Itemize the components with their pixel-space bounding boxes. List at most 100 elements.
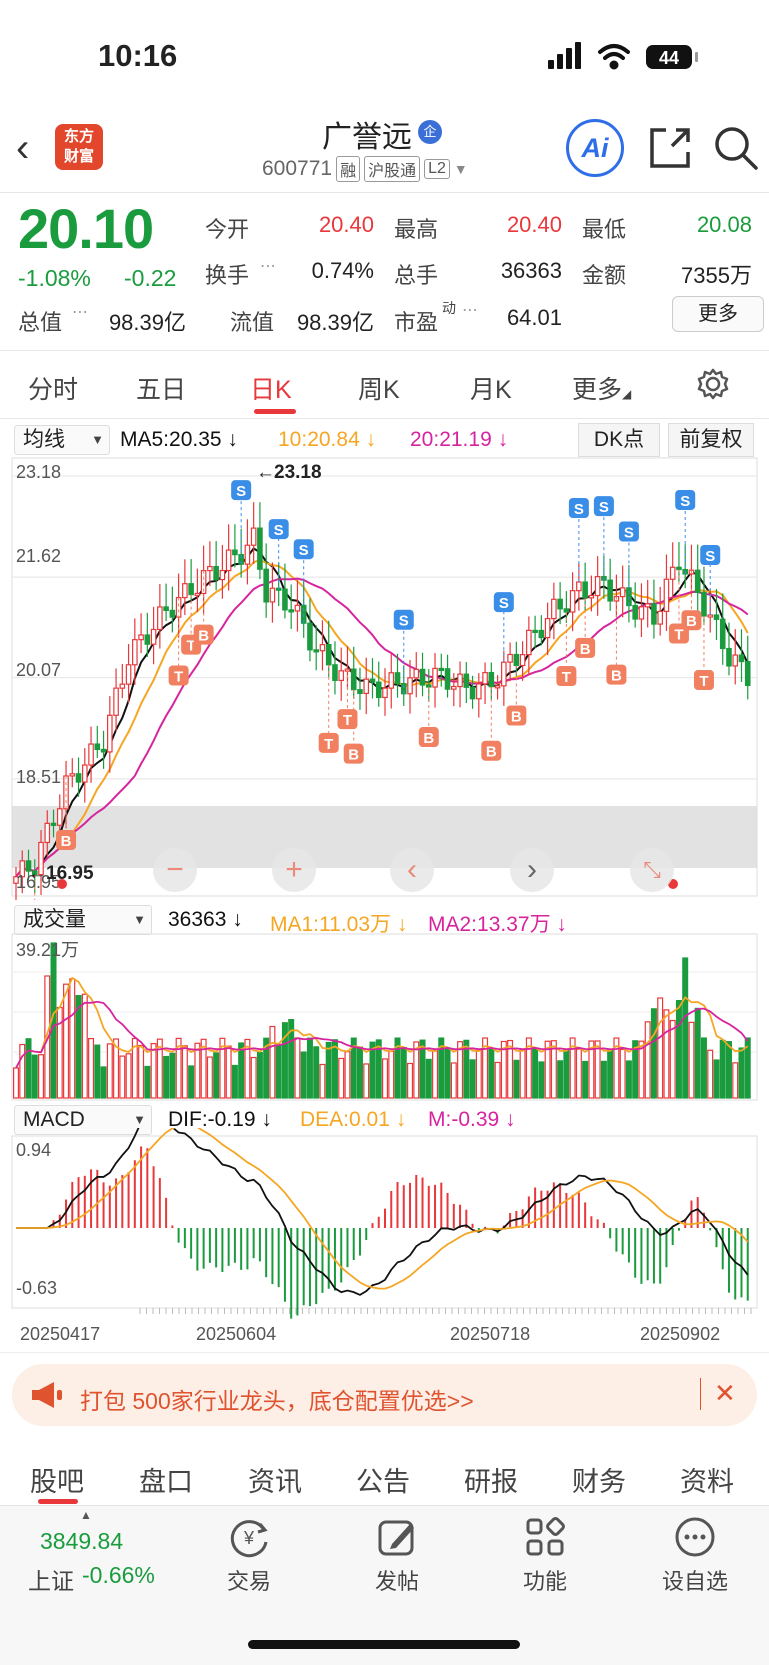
- caret-icon: ◢: [622, 387, 632, 401]
- candle-body: [88, 743, 94, 766]
- watchlist-label[interactable]: 设自选: [661, 1569, 728, 1594]
- indicator-select-macd[interactable]: MACD ▼: [14, 1105, 152, 1135]
- volume-bar: [156, 1038, 163, 1099]
- zoom-out-button[interactable]: −: [153, 848, 197, 892]
- kline-chart[interactable]: BBTTBSSSTTBSBBSBTSBSBSTSBTS 23.18 21.62 …: [0, 456, 769, 900]
- fullscreen-button[interactable]: ⤡: [630, 848, 674, 892]
- candle-body: [388, 672, 395, 689]
- more-quote-button[interactable]: 更多: [672, 296, 764, 332]
- scroll-right-button[interactable]: ›: [510, 848, 554, 892]
- candle-body: [676, 566, 682, 571]
- signal-badge: [418, 727, 439, 748]
- post-icon[interactable]: [374, 1514, 420, 1560]
- signal-badge: [337, 709, 358, 730]
- candle-body: [269, 587, 276, 603]
- volume-bar: [194, 1042, 201, 1099]
- signal-badge: [556, 666, 577, 687]
- adjust-button[interactable]: 前复权: [668, 423, 754, 457]
- stock-code-row[interactable]: 600771 融 沪股通 L2 ▼: [262, 156, 468, 182]
- signal-label: S: [680, 493, 690, 510]
- trade-label[interactable]: 交易: [226, 1569, 271, 1594]
- volume-bar: [682, 957, 689, 1099]
- candle-body: [576, 581, 582, 592]
- info-icon[interactable]: ⋯: [462, 302, 478, 319]
- signal-label: S: [499, 595, 509, 612]
- scroll-left-button[interactable]: ‹: [390, 848, 434, 892]
- candle-body: [25, 860, 32, 872]
- tab-news[interactable]: 资讯: [248, 1467, 302, 1497]
- candle-body: [413, 668, 420, 679]
- tab-monthly-k[interactable]: 月K: [470, 376, 512, 404]
- volume-bar: [719, 1039, 726, 1099]
- apps-icon[interactable]: [522, 1514, 568, 1560]
- turnover-label: 换手: [205, 263, 250, 288]
- candle-body: [31, 870, 38, 876]
- apps-label[interactable]: 功能: [522, 1569, 567, 1594]
- volume-bar: [538, 1061, 545, 1099]
- ma5-value: MA5:20.35 ↓: [120, 428, 238, 451]
- candle-body: [663, 578, 670, 612]
- signal-label: T: [343, 712, 352, 729]
- tab-finance[interactable]: 财务: [572, 1467, 626, 1497]
- back-button[interactable]: ‹: [16, 126, 29, 171]
- close-icon[interactable]: ✕: [714, 1378, 736, 1408]
- macd-chart[interactable]: 0.94 -0.63 20250417 20250604 20250718 20…: [0, 1128, 769, 1354]
- dk-point-button[interactable]: DK点: [578, 423, 660, 457]
- tab-more[interactable]: 更多◢: [572, 370, 631, 406]
- tab-daily-k[interactable]: 日K: [250, 376, 292, 404]
- index-value[interactable]: 3849.84: [40, 1528, 124, 1554]
- candle-body: [244, 544, 251, 565]
- tab-intraday[interactable]: 分时: [28, 376, 79, 404]
- candle-body: [113, 687, 119, 716]
- tab-research[interactable]: 研报: [464, 1467, 518, 1497]
- share-icon[interactable]: [646, 124, 694, 172]
- search-icon[interactable]: [712, 124, 760, 172]
- ai-assistant-button[interactable]: Ai: [566, 119, 624, 177]
- y-tick-3: 20.07: [16, 660, 61, 680]
- promo-banner[interactable]: [12, 1364, 757, 1426]
- volume-bar: [482, 1037, 489, 1099]
- zoom-in-button[interactable]: +: [272, 848, 316, 892]
- trade-icon[interactable]: ¥: [226, 1514, 272, 1560]
- volume-bar: [169, 1052, 176, 1099]
- signal-badge: [618, 521, 639, 542]
- macd-tick-max: 0.94: [16, 1140, 51, 1160]
- signal-label: B: [348, 747, 359, 764]
- tab-order-book[interactable]: 盘口: [139, 1467, 193, 1497]
- dea-value: DEA:0.01 ↓: [300, 1108, 407, 1131]
- post-label[interactable]: 发帖: [374, 1569, 419, 1594]
- candle-body: [263, 568, 269, 603]
- info-icon[interactable]: ⋯: [260, 258, 276, 275]
- volume-bar: [63, 983, 70, 1099]
- tab-weekly-k[interactable]: 周K: [358, 376, 400, 404]
- tab-profile[interactable]: 资料: [680, 1467, 734, 1497]
- date-label-2: 20250604: [196, 1324, 276, 1344]
- indicator-select-volume[interactable]: 成交量 ▼: [14, 905, 152, 935]
- info-icon[interactable]: ⋯: [72, 304, 88, 321]
- volume-bar: [738, 1047, 745, 1099]
- volume-bar: [231, 1064, 238, 1099]
- kline-frame: [11, 457, 758, 897]
- tab-forum[interactable]: 股吧: [30, 1467, 84, 1497]
- candle-body: [719, 618, 726, 650]
- signal-label: B: [423, 730, 434, 747]
- expand-icon: ⤡: [643, 857, 661, 882]
- volume-bar: [350, 1037, 357, 1099]
- candle-body: [288, 609, 294, 613]
- tab-five-day[interactable]: 五日: [136, 376, 187, 404]
- candle-body: [469, 686, 476, 700]
- volume-label: 总手: [394, 263, 439, 288]
- candle-body: [476, 683, 482, 700]
- candle-body: [294, 604, 301, 612]
- megaphone-icon: [32, 1382, 62, 1408]
- banner-text[interactable]: 打包 500家行业龙头，底仓配置优选>>: [80, 1388, 474, 1414]
- candle-body: [369, 678, 376, 683]
- volume-chart[interactable]: 39.21万: [0, 932, 769, 1102]
- more-dots-icon[interactable]: [672, 1514, 718, 1560]
- tab-announcements[interactable]: 公告: [356, 1467, 410, 1497]
- candle-body: [169, 609, 176, 618]
- signal-label: T: [674, 627, 683, 644]
- indicator-select-ma[interactable]: 均线 ▼: [14, 425, 110, 455]
- gear-icon[interactable]: [696, 367, 730, 401]
- last-price: 20.10: [18, 197, 154, 260]
